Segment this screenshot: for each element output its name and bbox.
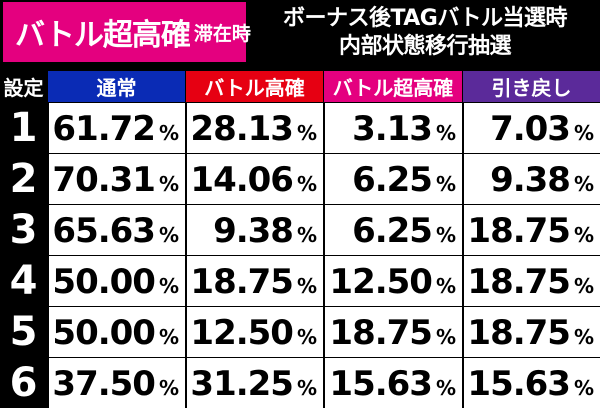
value-number: 12.50 xyxy=(190,313,294,353)
percent-sign: % xyxy=(573,274,594,298)
percent-sign: % xyxy=(296,172,317,196)
percent-sign: % xyxy=(158,325,179,349)
value-number: 18.75 xyxy=(329,313,433,353)
header-setting: 設定 xyxy=(0,71,47,102)
percent-sign: % xyxy=(158,223,179,247)
value-cell: 31.25% xyxy=(185,358,323,408)
value-number: 6.25 xyxy=(352,160,433,200)
percent-sign: % xyxy=(573,376,594,400)
setting-number: 3 xyxy=(0,205,47,255)
value-number: 9.38 xyxy=(490,160,571,200)
percent-sign: % xyxy=(435,223,456,247)
percent-sign: % xyxy=(296,223,317,247)
value-cell: 14.06% xyxy=(185,154,323,204)
percent-sign: % xyxy=(435,121,456,145)
value-number: 7.03 xyxy=(490,109,571,149)
value-cell: 12.50% xyxy=(323,256,462,306)
header-battle-high: バトル高確 xyxy=(185,71,323,102)
value-number: 18.75 xyxy=(467,262,571,302)
value-cell: 50.00% xyxy=(47,256,185,306)
value-cell: 3.13% xyxy=(323,103,462,153)
value-cell: 18.75% xyxy=(462,256,600,306)
value-cell: 37.50% xyxy=(47,358,185,408)
value-number: 15.63 xyxy=(329,364,433,404)
page-title: ボーナス後TAGバトル当選時 内部状態移行抽選 xyxy=(250,2,600,64)
value-cell: 7.03% xyxy=(462,103,600,153)
value-cell: 9.38% xyxy=(462,154,600,204)
value-number: 3.13 xyxy=(352,109,433,149)
percent-sign: % xyxy=(573,325,594,349)
setting-number: 5 xyxy=(0,307,47,357)
value-number: 15.63 xyxy=(467,364,571,404)
percent-sign: % xyxy=(435,172,456,196)
percent-sign: % xyxy=(158,172,179,196)
percent-sign: % xyxy=(158,274,179,298)
value-number: 18.75 xyxy=(467,313,571,353)
badge-sub-label: 滞在時 xyxy=(193,22,251,45)
value-number: 18.75 xyxy=(190,262,294,302)
value-number: 70.31 xyxy=(52,160,156,200)
percent-sign: % xyxy=(296,121,317,145)
setting-number: 6 xyxy=(0,358,47,408)
value-number: 50.00 xyxy=(52,262,156,302)
value-number: 50.00 xyxy=(52,313,156,353)
value-cell: 70.31% xyxy=(47,154,185,204)
value-cell: 15.63% xyxy=(323,358,462,408)
title-line-2: 内部状態移行抽選 xyxy=(338,34,512,59)
state-badge: バトル超高確 滞在時 xyxy=(3,2,251,62)
setting-number: 2 xyxy=(0,154,47,204)
value-number: 14.06 xyxy=(190,160,294,200)
value-number: 9.38 xyxy=(213,211,294,251)
percent-sign: % xyxy=(158,121,179,145)
value-number: 37.50 xyxy=(52,364,156,404)
value-cell: 18.75% xyxy=(323,307,462,357)
title-line-1: ボーナス後TAGバトル当選時 xyxy=(282,6,568,31)
value-number: 65.63 xyxy=(52,211,156,251)
percent-sign: % xyxy=(573,172,594,196)
value-cell: 65.63% xyxy=(47,205,185,255)
badge-main-label: バトル超高確 xyxy=(15,18,191,53)
value-number: 28.13 xyxy=(190,109,294,149)
value-cell: 9.38% xyxy=(185,205,323,255)
value-cell: 15.63% xyxy=(462,358,600,408)
setting-number: 1 xyxy=(0,103,47,153)
value-cell: 18.75% xyxy=(462,205,600,255)
value-number: 12.50 xyxy=(329,262,433,302)
value-cell: 61.72% xyxy=(47,103,185,153)
value-cell: 6.25% xyxy=(323,205,462,255)
value-cell: 12.50% xyxy=(185,307,323,357)
value-cell: 18.75% xyxy=(462,307,600,357)
value-number: 18.75 xyxy=(467,211,571,251)
value-number: 61.72 xyxy=(52,109,156,149)
value-cell: 6.25% xyxy=(323,154,462,204)
probability-table: 設定 通常 バトル高確 バトル超高確 引き戻し 1 61.72% 28.13% … xyxy=(0,71,600,408)
value-cell: 50.00% xyxy=(47,307,185,357)
percent-sign: % xyxy=(158,376,179,400)
percent-sign: % xyxy=(296,325,317,349)
header-battle-super: バトル超高確 xyxy=(323,71,462,102)
percent-sign: % xyxy=(435,376,456,400)
percent-sign: % xyxy=(435,325,456,349)
setting-number: 4 xyxy=(0,256,47,306)
value-number: 31.25 xyxy=(190,364,294,404)
header-pullback: 引き戻し xyxy=(462,71,600,102)
header-normal: 通常 xyxy=(47,71,185,102)
value-number: 6.25 xyxy=(352,211,433,251)
percent-sign: % xyxy=(573,223,594,247)
percent-sign: % xyxy=(296,376,317,400)
value-cell: 18.75% xyxy=(185,256,323,306)
percent-sign: % xyxy=(435,274,456,298)
percent-sign: % xyxy=(296,274,317,298)
value-cell: 28.13% xyxy=(185,103,323,153)
percent-sign: % xyxy=(573,121,594,145)
